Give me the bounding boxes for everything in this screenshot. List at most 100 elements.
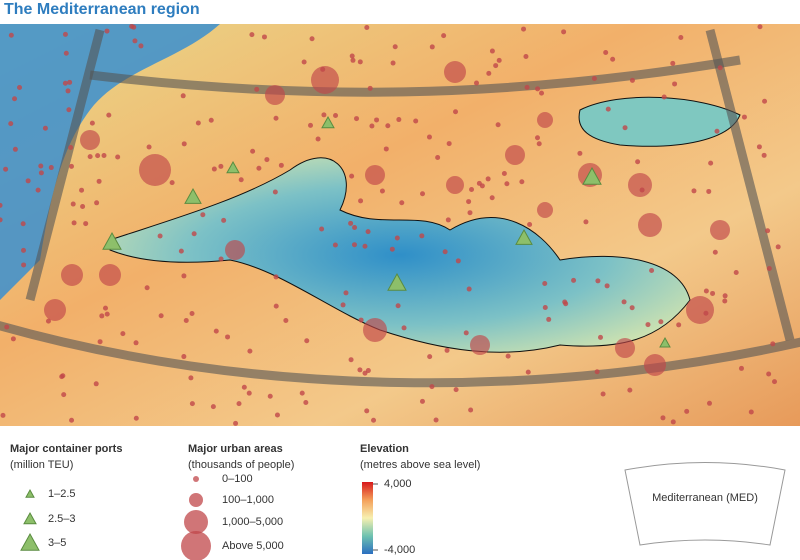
urban-area [710, 290, 716, 296]
urban-area [441, 33, 447, 39]
urban-area [371, 417, 377, 423]
urban-area [169, 180, 175, 186]
scale-label: 4,000 [384, 478, 412, 490]
urban-area [350, 57, 356, 63]
urban-area [757, 24, 763, 30]
urban-area [627, 387, 633, 393]
urban-area [395, 303, 401, 309]
legend-title: Major urban areas [188, 443, 283, 455]
legend-title: Major container ports [10, 443, 122, 455]
urban-area [562, 299, 568, 305]
urban-area [676, 322, 682, 328]
urban-area [501, 171, 507, 177]
urban-area [505, 353, 511, 359]
urban-area [250, 148, 256, 154]
markers [0, 24, 781, 426]
urban-area [678, 35, 684, 41]
container-port [184, 187, 202, 204]
urban-area [89, 120, 95, 126]
urban-area [772, 379, 778, 385]
urban-area [365, 368, 371, 374]
urban-area [670, 60, 676, 66]
urban-area [0, 202, 3, 208]
urban-area [273, 303, 279, 309]
urban-area [120, 331, 126, 337]
urban-area [453, 109, 459, 115]
urban-area [605, 106, 611, 112]
urban-area [442, 249, 448, 255]
urban-area [722, 298, 728, 304]
urban-area [273, 274, 279, 280]
urban-area [12, 96, 18, 102]
urban-area [706, 188, 712, 194]
urban-area [489, 48, 495, 54]
urban-area [267, 393, 273, 399]
urban-area [364, 24, 370, 30]
urban-area [261, 34, 267, 40]
urban-area [358, 317, 364, 323]
urban-area [708, 160, 714, 166]
urban-area [211, 166, 217, 172]
urban-area [95, 153, 101, 159]
urban-area [539, 90, 545, 96]
urban-area [241, 384, 247, 390]
urban-area [272, 189, 278, 195]
urban-area [435, 154, 441, 160]
urban-area [369, 123, 375, 129]
urban-area [367, 85, 373, 91]
urban-area [21, 247, 27, 253]
urban-area [278, 162, 284, 168]
legend-symbol [193, 476, 199, 482]
container-port [515, 228, 533, 245]
urban-area [3, 166, 9, 172]
urban-area [93, 381, 99, 387]
urban-area [489, 195, 495, 201]
urban-area [349, 53, 355, 59]
urban-area [274, 412, 280, 418]
urban-area [390, 60, 396, 66]
urban-area [712, 249, 718, 255]
legend: Major container ports (million TEU) Majo… [10, 443, 786, 560]
legend-label: 1,000–5,000 [222, 516, 283, 528]
urban-area [604, 283, 610, 289]
urban-area [546, 316, 552, 322]
urban-area [670, 419, 676, 425]
legend-symbol [25, 488, 35, 498]
urban-area [38, 163, 44, 169]
urban-area [340, 302, 346, 308]
urban-area [748, 409, 754, 415]
legend-symbol [189, 493, 203, 507]
urban-area [470, 335, 490, 355]
urban-area [35, 187, 41, 193]
urban-area [594, 369, 600, 375]
urban-area [446, 141, 452, 147]
urban-area [684, 408, 690, 414]
urban-area [615, 338, 635, 358]
scale-label: -4,000 [384, 544, 415, 556]
urban-area [101, 152, 107, 158]
urban-area [181, 141, 187, 147]
urban-area [233, 420, 239, 426]
urban-area [770, 341, 776, 347]
urban-area [303, 400, 309, 406]
urban-area [762, 98, 768, 104]
urban-area [595, 278, 601, 284]
legend-symbol [181, 531, 211, 560]
urban-area [658, 319, 664, 325]
urban-area [200, 212, 206, 218]
urban-area [691, 188, 697, 194]
urban-area [83, 221, 89, 227]
region-label: Mediterranean (MED) [652, 492, 758, 504]
urban-area [357, 59, 363, 65]
urban-area [12, 146, 18, 152]
urban-area [600, 391, 606, 397]
urban-area [445, 217, 451, 223]
urban-area [394, 235, 400, 241]
urban-area [45, 318, 51, 324]
urban-area [419, 233, 425, 239]
urban-area [59, 374, 65, 380]
legend-label: 100–1,000 [222, 494, 274, 506]
urban-area [379, 188, 385, 194]
urban-area [505, 145, 525, 165]
urban-area [537, 202, 553, 218]
